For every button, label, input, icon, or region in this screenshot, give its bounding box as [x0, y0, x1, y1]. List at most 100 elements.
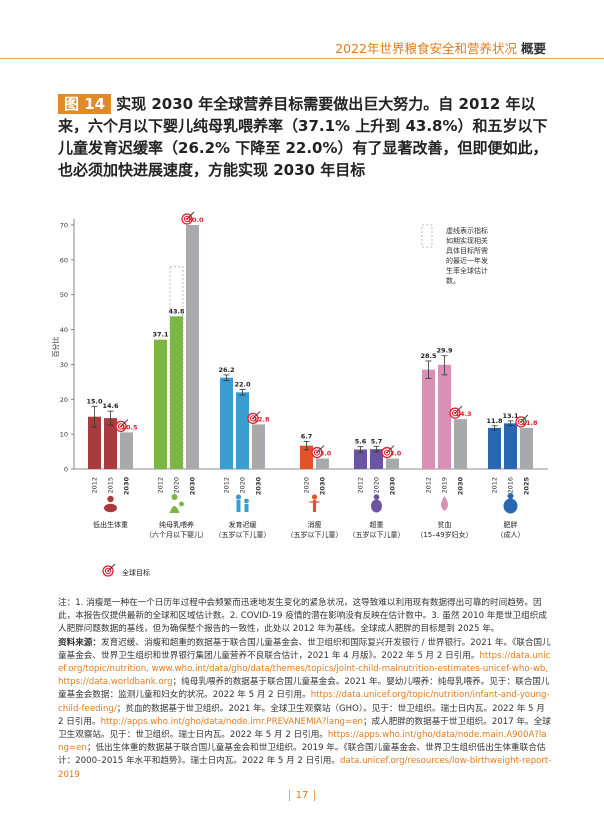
x-tick-label: 2012 — [91, 477, 99, 494]
x-tick-label: 2020 — [173, 477, 181, 494]
target-arrow — [316, 445, 325, 453]
x-tick-label: 2030 — [189, 477, 197, 496]
x-tick-label: 2016 — [507, 477, 515, 494]
page-number: 17 — [288, 790, 316, 801]
data-label: 29.9 — [436, 347, 453, 355]
breastfeeding-icon — [169, 506, 180, 513]
dashed-legend-swatch — [421, 224, 433, 248]
category-label: 超重 — [370, 520, 384, 529]
x-tick-label: 2030 — [319, 477, 327, 496]
category-label: （15–49岁妇女） — [416, 530, 472, 539]
y-tick-label: 40 — [60, 326, 68, 334]
category-label: （五岁以下儿童） — [215, 530, 271, 539]
y-tick-label: 60 — [60, 256, 68, 264]
data-label: 22.0 — [234, 381, 251, 389]
figure-title-text: 实现 2030 年全球营养目标需要做出巨大努力。自 2012 年以来，六个月以下… — [58, 95, 548, 179]
bar-obesity-2016 — [504, 423, 517, 469]
category-label: （六个月以下婴儿） — [145, 530, 208, 539]
breastfeeding-icon-baby — [179, 501, 184, 507]
x-tick-label: 2020 — [239, 477, 247, 494]
category-label: 发育迟缓 — [229, 520, 257, 529]
x-tick-label: 2030 — [255, 477, 263, 496]
header-title: 2022年世界粮食安全和营养状况 — [335, 41, 517, 56]
data-label: 3.0 — [320, 450, 332, 458]
x-tick-label: 2012 — [223, 477, 231, 494]
y-tick-label: 0 — [64, 466, 68, 474]
x-tick-label: 2012 — [157, 477, 165, 494]
running-header: 2022年世界粮食安全和营养状况 概要 — [335, 38, 546, 57]
data-label: 28.5 — [420, 352, 437, 360]
x-tick-label: 2030 — [457, 477, 465, 496]
dashed-legend-text: 生率全球估计 — [446, 266, 488, 275]
nutrition-targets-chart: 010203040506070百分比15.0201214.6201510.520… — [51, 211, 548, 577]
dashed-legend-text: 虚线表示指标 — [446, 226, 488, 235]
data-label: 26.2 — [218, 366, 234, 374]
category-label: （成人） — [497, 530, 525, 539]
stunting-icon-head-2 — [244, 498, 249, 504]
overweight-icon-head — [373, 494, 380, 500]
bar-ebf-2012 — [154, 339, 167, 469]
sources-text-1: 发育迟缓、消瘦和超重的数据基于联合国儿童基金会、世卫组织和国际复兴开发银行 / … — [58, 637, 551, 661]
data-label: 11.8 — [521, 419, 538, 427]
header-rule — [0, 58, 604, 59]
stunting-icon — [236, 500, 241, 512]
sources-text-3: ；贫血的数据基于世卫组织。2021 年。全球卫生观察站（GHO）。见于：世卫组织… — [58, 703, 545, 727]
dashed-legend-text: 的最近一年发 — [446, 256, 488, 265]
bar-overweight-2020 — [370, 449, 383, 469]
target-bar-lbw-2030 — [120, 432, 133, 469]
sources-text-2: ；纯母乳喂养的数据基于联合国儿童基金会。2021 年。婴幼儿喂养：纯母乳喂养。见… — [58, 677, 550, 701]
source-link-2[interactable]: https://data.unicef.org/topic/nutrition/… — [58, 690, 550, 714]
page-footer: 17 — [0, 790, 604, 801]
y-tick-label: 30 — [60, 361, 68, 369]
data-label: 3.0 — [390, 450, 402, 458]
baby-icon-head — [107, 495, 114, 503]
category-label: 纯母乳喂养 — [159, 520, 194, 529]
data-label: 12.8 — [253, 415, 270, 423]
baby-icon — [104, 503, 117, 513]
y-tick-label: 10 — [60, 431, 68, 439]
x-tick-label: 2030 — [389, 477, 397, 496]
bar-anaemia-2012 — [422, 369, 435, 469]
source-link-4[interactable]: https://apps.who.int/gho/data/node.main.… — [58, 730, 547, 754]
category-label: （五岁以下儿童） — [349, 530, 405, 539]
wasting-icon — [312, 500, 317, 512]
stunting-icon-head — [235, 494, 242, 500]
data-label: 13.1 — [502, 412, 519, 420]
wasting-icon-head — [311, 494, 318, 500]
source-link-3[interactable]: http://apps.who.int/gho/data/node.imr.PR… — [100, 716, 363, 727]
source-link-5[interactable]: data.unicef.org/resources/low-birthweigh… — [58, 756, 552, 780]
data-label: 37.1 — [152, 331, 169, 339]
category-label: 肥胖 — [504, 520, 518, 529]
x-tick-label: 2030 — [123, 477, 131, 496]
figure-tag: 图 14 — [58, 94, 112, 114]
target-legend-label: 全球目标 — [122, 568, 150, 577]
x-tick-label: 2020 — [373, 477, 381, 494]
data-label: 10.5 — [121, 423, 138, 431]
blood-drop-icon — [441, 496, 448, 511]
obesity-icon-head — [507, 493, 514, 499]
target-bar-stunting-2030 — [252, 424, 265, 469]
obesity-icon — [503, 498, 518, 514]
data-label: 14.3 — [455, 410, 471, 418]
x-tick-label: 2012 — [357, 477, 365, 494]
figure-title: 图 14 实现 2030 年全球营养目标需要做出巨大努力。自 2012 年以来，六… — [58, 93, 558, 181]
bar-stunting-2020 — [236, 392, 249, 469]
target-bar-ebf-2030 — [186, 225, 199, 469]
data-label: 6.7 — [301, 432, 313, 440]
y-tick-label: 20 — [60, 396, 68, 404]
note-text: 注：1. 消瘦是一种在一个日历年过程中会频繁而迅速地发生变化的紧急状况，这导致难… — [58, 598, 547, 635]
bar-wasting-2020 — [300, 445, 313, 469]
data-label: 15.0 — [86, 397, 103, 405]
sources-label: 资料来源： — [58, 637, 101, 648]
bar-stunting-2012 — [220, 377, 233, 469]
target-bar-overweight-2030 — [386, 458, 399, 469]
bar-anaemia-2019 — [438, 364, 451, 469]
target-arrow — [520, 414, 529, 423]
dashed-legend-text: 数。 — [446, 276, 460, 285]
y-axis-label: 百分比 — [51, 337, 60, 358]
source-link-1[interactable]: https://data.unicef.org/topic/nutrition,… — [58, 650, 551, 688]
data-label: 11.8 — [486, 417, 503, 425]
breastfeeding-icon-head — [171, 494, 178, 500]
data-label: 70.0 — [187, 216, 204, 224]
x-tick-label: 2012 — [491, 477, 499, 494]
